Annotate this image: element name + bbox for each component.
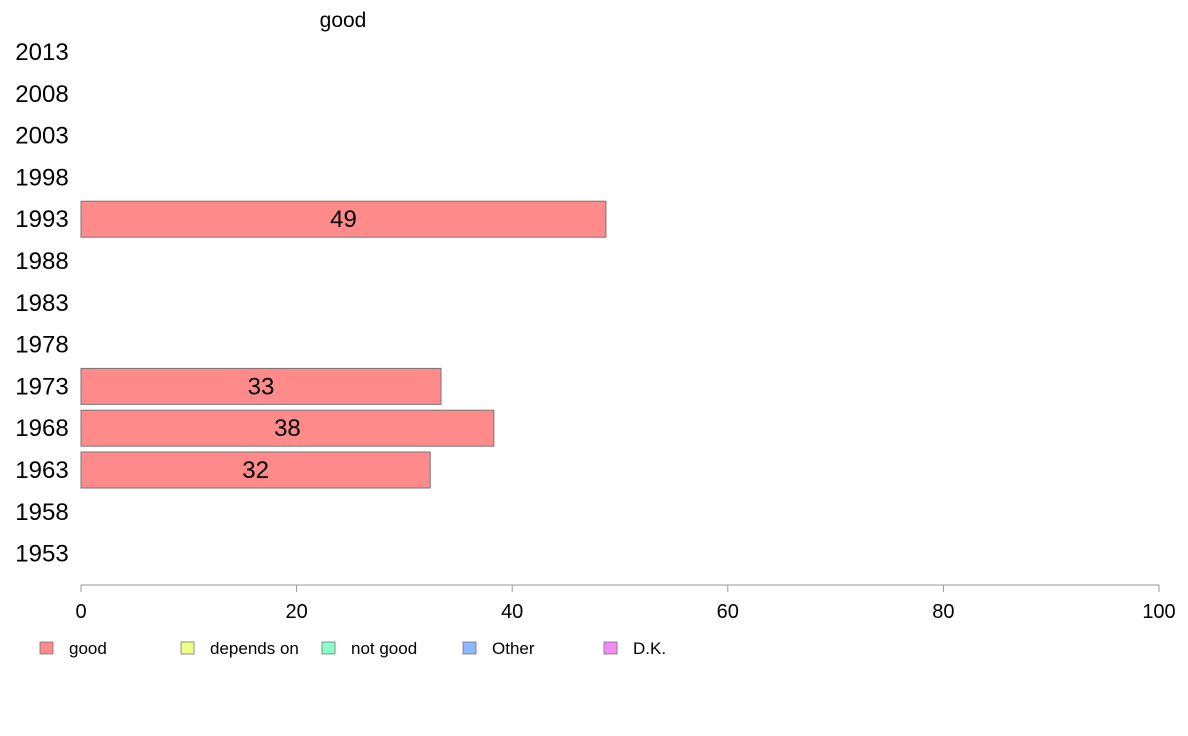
legend-label: good bbox=[69, 639, 107, 658]
legend-swatch bbox=[180, 641, 195, 655]
category-label: 1963 bbox=[15, 457, 68, 484]
category-label: 1983 bbox=[15, 290, 68, 317]
category-label: 2008 bbox=[15, 81, 68, 108]
legend-label: depends on bbox=[210, 639, 299, 658]
category-label: 1988 bbox=[15, 248, 68, 275]
legend-swatch bbox=[321, 641, 336, 655]
category-label: 1978 bbox=[15, 332, 68, 359]
legend-label: D.K. bbox=[633, 639, 666, 658]
chart-title: good bbox=[320, 9, 367, 32]
category-label: 1998 bbox=[15, 164, 68, 191]
legend-swatch bbox=[462, 641, 477, 655]
category-label: 1973 bbox=[15, 373, 68, 400]
x-tick-label: 60 bbox=[717, 601, 739, 623]
legend-label: not good bbox=[351, 639, 417, 658]
bar-value-label: 33 bbox=[248, 373, 275, 400]
bar bbox=[80, 451, 431, 489]
legend: good depends on not good Other D.K. bbox=[39, 639, 666, 658]
legend-swatch bbox=[39, 641, 54, 655]
category-label: 1968 bbox=[15, 415, 68, 442]
bar-value-label: 32 bbox=[242, 457, 269, 484]
category-label: 1993 bbox=[15, 206, 68, 233]
x-axis: 0 20 40 60 80 100 bbox=[75, 584, 1176, 623]
x-tick-label: 0 bbox=[75, 601, 86, 623]
x-tick-label: 40 bbox=[501, 601, 523, 623]
bar bbox=[80, 200, 607, 238]
category-labels: 2013 2008 2003 1998 1993 1988 1983 1978 1973 1968… bbox=[15, 39, 68, 568]
bar bbox=[80, 367, 442, 405]
category-label: 1958 bbox=[15, 499, 68, 526]
category-label: 2013 bbox=[15, 39, 68, 66]
legend-swatch bbox=[603, 641, 618, 655]
x-tick-label: 20 bbox=[285, 601, 307, 623]
category-label: 1953 bbox=[15, 541, 68, 568]
x-tick-label: 80 bbox=[932, 601, 954, 623]
bar-value-label: 38 bbox=[274, 415, 301, 442]
category-label: 2003 bbox=[15, 123, 68, 150]
bar-value-label: 49 bbox=[330, 206, 357, 233]
x-tick-label: 100 bbox=[1142, 601, 1175, 623]
bar bbox=[80, 409, 495, 447]
legend-label: Other bbox=[492, 639, 535, 658]
